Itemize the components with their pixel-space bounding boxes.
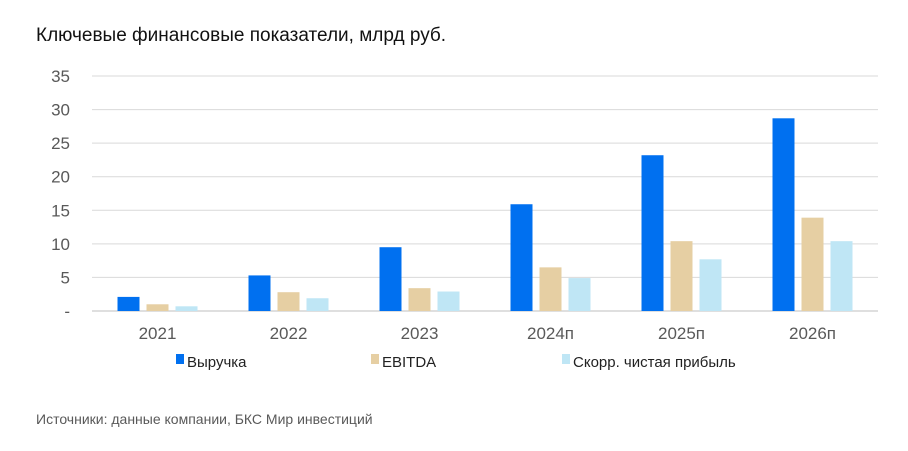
bar-0-4 — [641, 155, 664, 311]
x-tick-label: 2024п — [527, 324, 574, 343]
bar-2-5 — [830, 241, 853, 311]
legend-swatch — [176, 354, 184, 364]
bar-2-2 — [437, 291, 460, 311]
y-axis: 35 30 25 20 15 10 5 - — [51, 67, 70, 321]
bar-1-3 — [539, 267, 562, 311]
legend-label: Выручка — [187, 354, 247, 371]
legend: Выручка EBITDA Скорр. чистая прибыль — [176, 354, 736, 371]
bars — [117, 118, 853, 311]
bar-0-0 — [117, 296, 140, 311]
legend-label: EBITDA — [382, 354, 436, 371]
legend-label: Скорр. чистая прибыль — [573, 354, 736, 371]
bar-1-0 — [146, 304, 169, 311]
y-tick-label: - — [64, 302, 70, 321]
chart-title: Ключевые финансовые показатели, млрд руб… — [36, 25, 447, 46]
source-note: Источники: данные компании, БКС Мир инве… — [36, 411, 373, 427]
x-axis: 2021 2022 2023 2024п 2025п 2026п — [139, 324, 836, 343]
x-tick-label: 2025п — [658, 324, 705, 343]
y-tick-label: 25 — [51, 134, 70, 153]
y-tick-label: 35 — [51, 67, 70, 86]
y-tick-label: 15 — [51, 201, 70, 220]
bar-0-3 — [510, 204, 533, 311]
y-tick-label: 20 — [51, 168, 70, 187]
bar-2-4 — [699, 259, 722, 311]
legend-swatch — [562, 354, 570, 364]
x-tick-label: 2022 — [270, 324, 308, 343]
bar-0-2 — [379, 247, 402, 311]
bar-0-1 — [248, 275, 271, 311]
legend-swatch — [371, 354, 379, 364]
bar-1-1 — [277, 292, 300, 311]
y-tick-label: 5 — [61, 268, 70, 287]
bar-2-0 — [175, 306, 198, 311]
bar-1-2 — [408, 288, 431, 311]
bar-2-1 — [306, 298, 329, 311]
x-tick-label: 2023 — [401, 324, 439, 343]
y-tick-label: 30 — [51, 101, 70, 120]
bar-1-5 — [801, 217, 824, 311]
x-tick-label: 2026п — [789, 324, 836, 343]
bar-2-3 — [568, 278, 591, 311]
bar-1-4 — [670, 241, 693, 311]
x-tick-label: 2021 — [139, 324, 177, 343]
grid-lines — [92, 75, 878, 312]
y-tick-label: 10 — [51, 235, 70, 254]
bar-0-5 — [772, 118, 795, 311]
